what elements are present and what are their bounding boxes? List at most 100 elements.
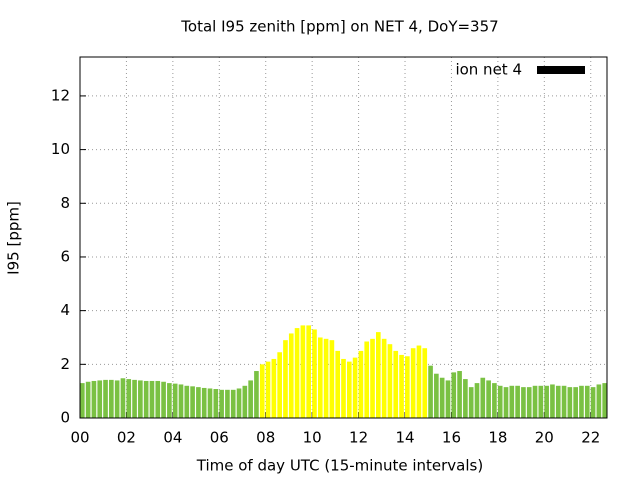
y-tick-label: 12 xyxy=(51,86,70,104)
x-tick-label: 16 xyxy=(442,429,461,447)
bar xyxy=(103,379,108,418)
bar xyxy=(300,325,306,418)
bar xyxy=(405,356,410,418)
y-tick-label: 4 xyxy=(60,301,70,319)
chart-title: Total I95 zenith [ppm] on NET 4, DoY=357 xyxy=(180,18,498,36)
bar xyxy=(172,383,178,418)
bar xyxy=(451,372,457,418)
bar xyxy=(422,348,428,418)
y-tick-label: 8 xyxy=(60,194,70,212)
bar xyxy=(161,381,166,418)
x-tick-label: 12 xyxy=(349,429,368,447)
bar xyxy=(265,361,271,418)
x-tick-label: 06 xyxy=(210,429,229,447)
bar xyxy=(561,385,567,418)
bar xyxy=(184,385,190,418)
bar xyxy=(486,380,491,418)
x-tick-label: 22 xyxy=(581,429,600,447)
bar xyxy=(120,378,126,418)
bar xyxy=(416,345,422,418)
bar xyxy=(515,385,520,418)
bar xyxy=(213,389,219,418)
bar xyxy=(283,340,288,418)
bar xyxy=(335,350,341,418)
bar xyxy=(532,385,538,418)
bar xyxy=(497,385,503,418)
bar xyxy=(271,358,277,418)
bar xyxy=(207,388,213,418)
x-axis-label: Time of day UTC (15-minute intervals) xyxy=(196,457,483,475)
bar xyxy=(521,387,526,418)
y-tick-label: 10 xyxy=(51,140,70,158)
bar xyxy=(538,385,544,418)
bar xyxy=(346,361,352,418)
x-tick-label: 08 xyxy=(256,429,275,447)
bar xyxy=(463,379,468,418)
bar xyxy=(277,352,282,418)
x-tick-label: 14 xyxy=(395,429,414,447)
bar xyxy=(468,387,474,418)
bar xyxy=(288,333,294,418)
y-tick-label: 0 xyxy=(60,409,70,427)
bar xyxy=(242,385,248,418)
bar xyxy=(143,380,149,418)
bar xyxy=(109,379,114,418)
bar xyxy=(317,337,323,418)
bar xyxy=(376,332,381,418)
x-tick-label: 04 xyxy=(163,429,182,447)
bar xyxy=(358,350,364,418)
bar xyxy=(393,350,399,418)
bar xyxy=(410,348,416,418)
bar xyxy=(306,325,311,418)
bar xyxy=(167,383,172,418)
bar xyxy=(567,387,573,418)
bar xyxy=(544,385,549,418)
bar xyxy=(474,383,480,418)
bar xyxy=(259,364,265,418)
y-axis-label: I95 [ppm] xyxy=(5,201,23,275)
x-tick-label: 20 xyxy=(535,429,554,447)
bar xyxy=(584,385,590,418)
bar xyxy=(329,340,335,418)
bar xyxy=(114,380,120,418)
bar xyxy=(225,389,230,418)
bar xyxy=(138,380,143,418)
bar xyxy=(219,389,224,418)
bar xyxy=(579,385,584,418)
bar xyxy=(387,344,393,418)
y-tick-label: 2 xyxy=(60,355,70,373)
bar xyxy=(590,387,596,418)
bar xyxy=(85,381,91,418)
bar xyxy=(381,338,387,418)
bar xyxy=(236,388,242,418)
bar xyxy=(294,328,300,418)
bar xyxy=(248,380,253,418)
bar xyxy=(254,371,259,418)
bar xyxy=(602,383,607,418)
bar xyxy=(573,387,578,418)
bar xyxy=(149,380,155,418)
bar xyxy=(509,385,515,418)
bar xyxy=(312,329,317,418)
bar xyxy=(434,373,439,418)
bar xyxy=(480,377,486,418)
x-tick-label: 18 xyxy=(488,429,507,447)
bar xyxy=(97,380,103,418)
bar xyxy=(155,380,161,418)
bar xyxy=(550,384,555,418)
bar xyxy=(196,387,201,418)
bar xyxy=(178,384,184,418)
bar xyxy=(91,380,97,418)
bar xyxy=(364,341,370,418)
bar xyxy=(190,386,195,418)
bar xyxy=(230,389,236,418)
legend-label: ion net 4 xyxy=(455,61,522,79)
bar xyxy=(457,371,462,418)
bar xyxy=(126,379,132,418)
bar xyxy=(555,385,561,418)
plot-border xyxy=(79,56,608,419)
bar xyxy=(352,357,358,418)
x-tick-label: 02 xyxy=(117,429,136,447)
bar xyxy=(445,380,451,418)
